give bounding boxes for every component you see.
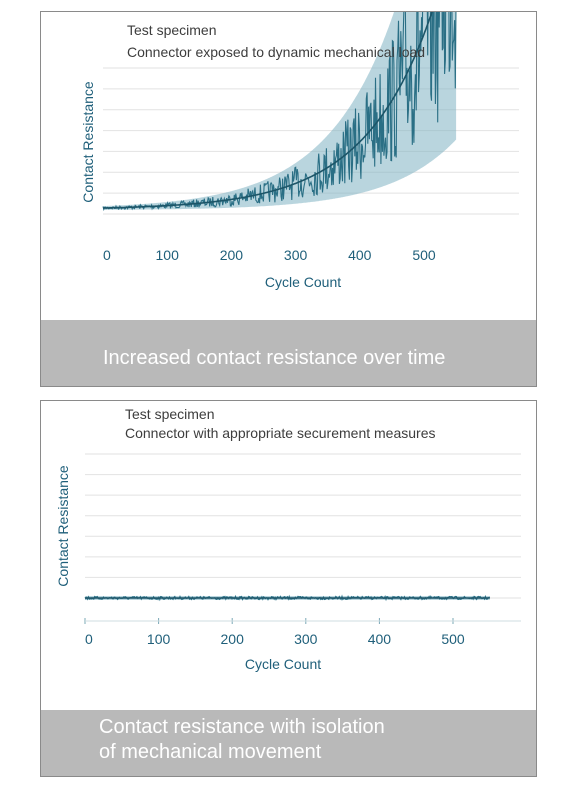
y-axis-label: Contact Resistance xyxy=(80,81,96,203)
x-tick-label: 200 xyxy=(221,631,245,647)
gridlines xyxy=(85,453,521,599)
x-tick-label: 500 xyxy=(441,631,465,647)
x-tick-labels: 0 100 200 300 400 500 xyxy=(84,618,521,647)
caption-line-2: of mechanical movement xyxy=(99,741,322,763)
x-axis-label: Cycle Count xyxy=(265,274,341,290)
y-axis-label: Contact Resistance xyxy=(55,465,71,587)
x-tick-label: 0 xyxy=(103,247,111,263)
specimen-label: Test specimen xyxy=(125,406,214,422)
chart-caption: Increased contact resistance over time xyxy=(41,320,536,386)
caption-text: Increased contact resistance over time xyxy=(103,347,446,369)
x-tick-label: 200 xyxy=(220,247,244,263)
x-tick-label: 300 xyxy=(284,247,308,263)
x-tick-label: 400 xyxy=(348,247,372,263)
x-axis-label: Cycle Count xyxy=(245,656,321,672)
chart-caption: Contact resistance with isolation of mec… xyxy=(41,710,536,776)
x-tick-label: 500 xyxy=(412,247,436,263)
x-tick-label: 100 xyxy=(156,247,180,263)
specimen-description: Connector exposed to dynamic mechanical … xyxy=(127,44,425,60)
mean-line xyxy=(103,12,433,209)
resistance-series xyxy=(84,594,491,602)
scatter-band xyxy=(103,12,457,210)
resistance-series xyxy=(102,12,457,212)
chart-secured-connector: Test specimen Connector with appropriate… xyxy=(55,406,521,672)
x-tick-label: 100 xyxy=(147,631,171,647)
x-tick-label: 300 xyxy=(294,631,318,647)
chart-panel-secured: Test specimen Connector with appropriate… xyxy=(40,400,537,777)
caption-line-1: Contact resistance with isolation xyxy=(99,716,385,738)
x-tick-label: 400 xyxy=(368,631,392,647)
chart-panel-dynamic-load: Test specimen Connector exposed to dynam… xyxy=(40,11,537,387)
chart-dynamic-load: Test specimen Connector exposed to dynam… xyxy=(80,12,519,290)
specimen-description: Connector with appropriate securement me… xyxy=(125,425,436,441)
specimen-label: Test specimen xyxy=(127,22,216,38)
x-tick-label: 0 xyxy=(85,631,93,647)
x-tick-labels: 0 100 200 300 400 500 xyxy=(103,247,436,263)
